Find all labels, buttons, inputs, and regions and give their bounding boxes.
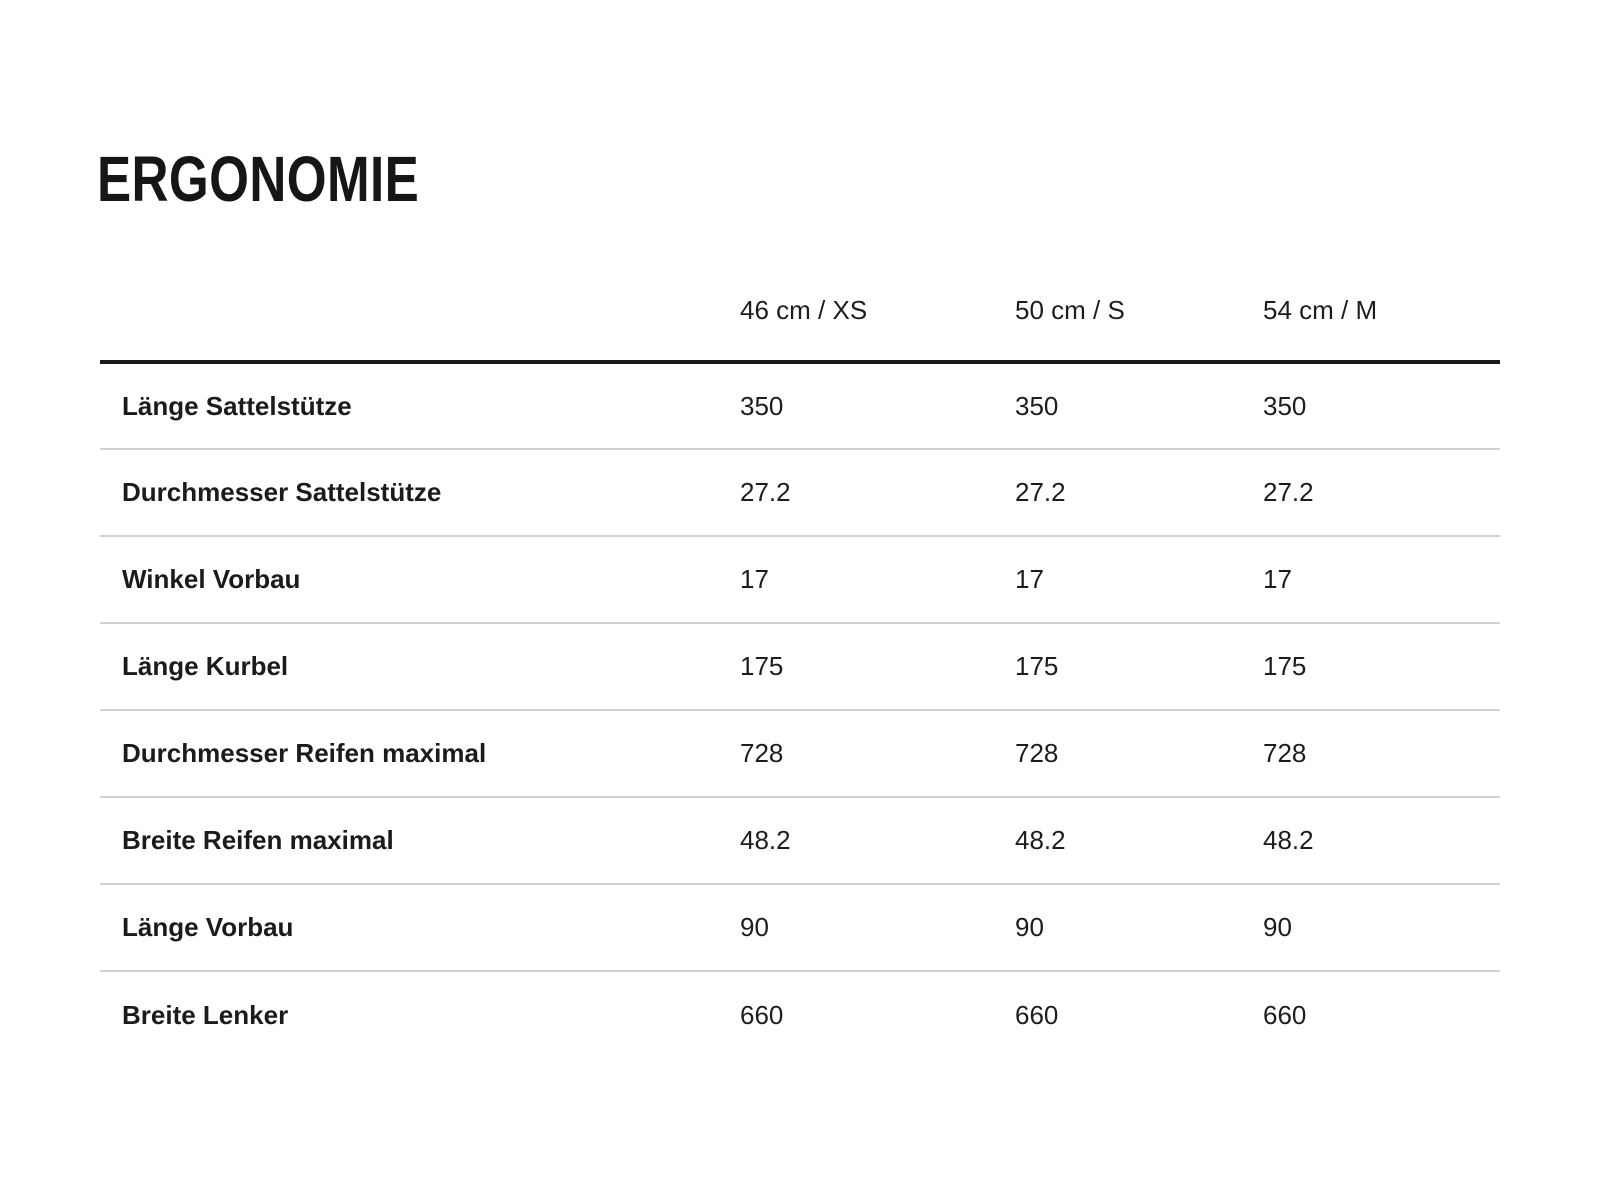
cell-value: 175 bbox=[1263, 623, 1500, 711]
table-row: Länge Sattelstütze 350 350 350 bbox=[100, 362, 1500, 450]
table-row: Durchmesser Reifen maximal 728 728 728 bbox=[100, 710, 1500, 798]
cell-value: 660 bbox=[1015, 999, 1059, 1030]
cell-value: 350 bbox=[1015, 362, 1263, 450]
cell-value: 48.2 bbox=[1263, 797, 1500, 885]
cell-value: 728 bbox=[1015, 710, 1263, 798]
row-label: Breite Reifen maximal bbox=[100, 797, 740, 885]
cell-value: 175 bbox=[740, 623, 1015, 711]
page-title: ERGONOMIE bbox=[97, 143, 420, 215]
cell-value: 350 bbox=[740, 362, 1015, 450]
cell-value: 350 bbox=[1263, 362, 1500, 450]
header-empty-cell bbox=[100, 255, 740, 364]
cell-value: 90 bbox=[1015, 884, 1263, 972]
cell-value: 48.2 bbox=[740, 797, 1015, 885]
cell-value: 27.2 bbox=[1015, 449, 1263, 537]
cell-value: 728 bbox=[1263, 710, 1500, 798]
cell-value: 27.2 bbox=[1263, 449, 1500, 537]
row-label: Länge Sattelstütze bbox=[100, 362, 740, 450]
cell-value: 17 bbox=[1015, 536, 1263, 624]
cell-value: 90 bbox=[1263, 884, 1500, 972]
ergonomics-table: 46 cm / XS 50 cm / S 54 cm / M Länge Sat… bbox=[100, 255, 1500, 1058]
cell-value: 90 bbox=[740, 884, 1015, 972]
row-label: Länge Kurbel bbox=[100, 623, 740, 711]
cell-value: 728 bbox=[740, 710, 1015, 798]
row-label: Durchmesser Sattelstütze bbox=[100, 449, 740, 537]
cell-value: 175 bbox=[1015, 623, 1263, 711]
cell-value: 48.2 bbox=[1015, 797, 1263, 885]
column-header-size-xs: 46 cm / XS bbox=[740, 255, 1015, 364]
row-label: Breite Lenker bbox=[122, 999, 289, 1030]
cell-value: 17 bbox=[1263, 536, 1500, 624]
cell-value: 660 bbox=[740, 999, 784, 1030]
column-header-size-s: 50 cm / S bbox=[1015, 255, 1263, 364]
table-header-row: 46 cm / XS 50 cm / S 54 cm / M bbox=[100, 255, 1500, 364]
table-row: Durchmesser Sattelstütze 27.2 27.2 27.2 bbox=[100, 449, 1500, 537]
table-row: Winkel Vorbau 17 17 17 bbox=[100, 536, 1500, 624]
column-header-size-m: 54 cm / M bbox=[1263, 255, 1500, 364]
row-label: Durchmesser Reifen maximal bbox=[100, 710, 740, 798]
table-row: Breite Lenker 660 660 660 bbox=[100, 971, 1500, 1058]
cell-value: 27.2 bbox=[740, 449, 1015, 537]
row-label: Länge Vorbau bbox=[100, 884, 740, 972]
table-row: Breite Reifen maximal 48.2 48.2 48.2 bbox=[100, 797, 1500, 885]
cell-value: 660 bbox=[1263, 999, 1307, 1030]
row-label: Winkel Vorbau bbox=[100, 536, 740, 624]
table-row: Länge Kurbel 175 175 175 bbox=[100, 623, 1500, 711]
cell-value: 17 bbox=[740, 536, 1015, 624]
table-row: Länge Vorbau 90 90 90 bbox=[100, 884, 1500, 972]
